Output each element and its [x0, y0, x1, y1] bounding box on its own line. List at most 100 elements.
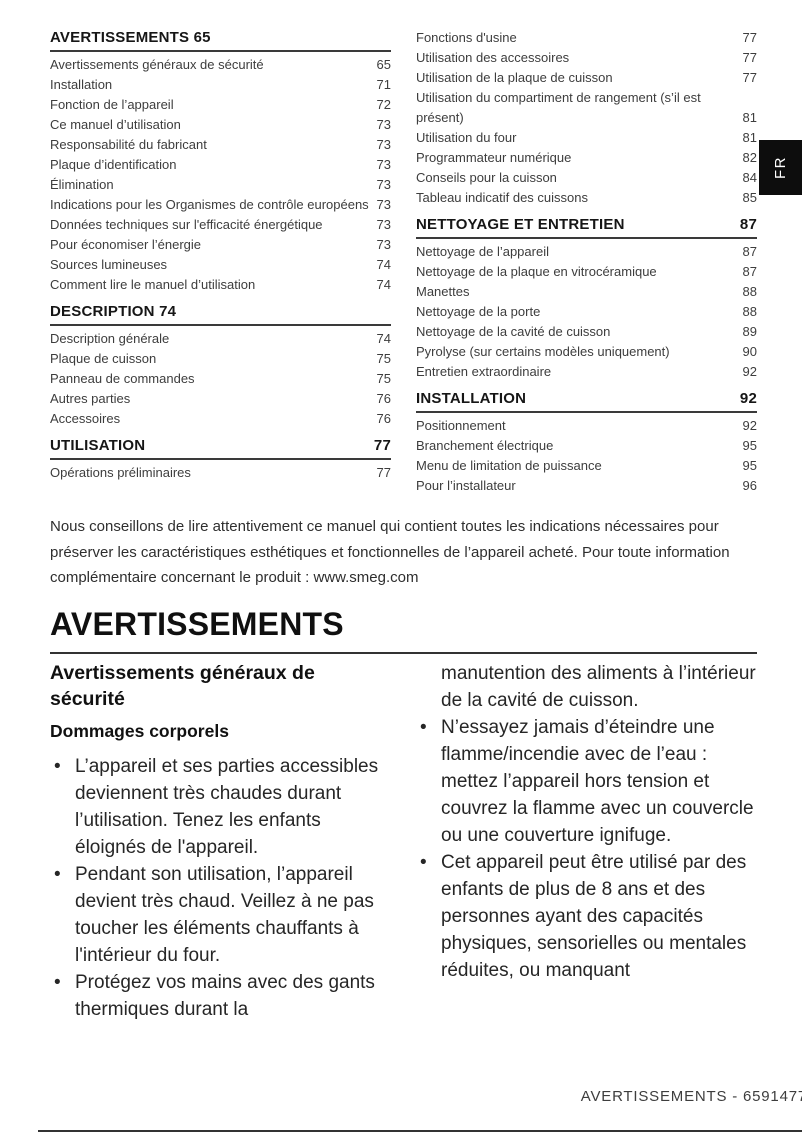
toc-entry: Utilisation de la plaque de cuisson 77	[416, 68, 757, 88]
toc-entry-page: 90	[742, 344, 757, 359]
toc-entry: Plaque de cuisson 75	[50, 349, 391, 369]
toc-entry: Données techniques sur l'efficacité éner…	[50, 215, 391, 235]
toc-entry-page: 73	[376, 217, 391, 232]
toc-entry-label: Utilisation du four	[416, 130, 517, 145]
toc-entry-page: 73	[376, 237, 391, 252]
toc-entry-label: Branchement électrique	[416, 438, 554, 453]
toc-entry-label: Conseils pour la cuisson	[416, 170, 557, 185]
toc-entry-page: 92	[742, 364, 757, 379]
toc-section: UTILISATION 77 Opérations préliminaires 77	[50, 436, 391, 483]
toc-entry-page: 85	[742, 190, 757, 205]
toc-entry: Opérations préliminaires 77	[50, 463, 391, 483]
toc-entry: Nettoyage de la cavité de cuisson 89	[416, 322, 757, 342]
warnings-body: Avertissements généraux de sécurité Domm…	[50, 660, 757, 1023]
toc-entry: Menu de limitation de puissance 95	[416, 456, 757, 476]
toc-entry-label: Manettes	[416, 284, 470, 299]
toc-entry-page: 89	[742, 324, 757, 339]
page-bottom-rule	[38, 1130, 802, 1132]
toc-entry-label: Avertissements généraux de sécurité	[50, 57, 264, 72]
toc-section-page: 87	[739, 216, 757, 233]
toc-entry: Avertissements généraux de sécurité 65	[50, 55, 391, 75]
toc-entry-label: Description générale	[50, 331, 170, 346]
toc-entry-label: Fonction de l’appareil	[50, 97, 174, 112]
toc-entry-label: Élimination	[50, 177, 114, 192]
bullet-item: N’essayez jamais d’éteindre une flamme/i…	[420, 714, 757, 849]
toc-entry-page: 76	[376, 391, 391, 406]
toc-entry: Positionnement 92	[416, 416, 757, 436]
toc-entry-page: 88	[742, 304, 757, 319]
toc-entry: Programmateur numérique 82	[416, 148, 757, 168]
page-footer: AVERTISSEMENTS - 6591477	[0, 1088, 802, 1116]
toc-entry: Plaque d’identification 73	[50, 155, 391, 175]
toc-entry-page: 77	[376, 465, 391, 480]
toc-section-page: 77	[373, 437, 391, 454]
toc-entry-page: 73	[376, 137, 391, 152]
table-of-contents: AVERTISSEMENTS 65 Avertissements généraux…	[50, 28, 757, 496]
toc-entry: Entretien extraordinaire 92	[416, 362, 757, 382]
toc-entry: Pour l’installateur 96	[416, 476, 757, 496]
toc-entry: Autres parties 76	[50, 389, 391, 409]
toc-entry-page: 77	[742, 50, 757, 65]
toc-entry-page: 73	[376, 117, 391, 132]
toc-entry-label: Utilisation des accessoires	[416, 50, 570, 65]
toc-entry-label: Nettoyage de la cavité de cuisson	[416, 324, 611, 339]
toc-entry-page: 77	[742, 70, 757, 85]
section-title: AVERTISSEMENTS	[50, 606, 757, 654]
footer-text: AVERTISSEMENTS - 6591477	[580, 1088, 802, 1105]
toc-entry: Pour économiser l’énergie 73	[50, 235, 391, 255]
toc-entry-page: 75	[376, 351, 391, 366]
toc-section: DESCRIPTION 74 Description générale 74 Plaq…	[50, 302, 391, 429]
toc-left-column: AVERTISSEMENTS 65 Avertissements généraux…	[50, 28, 391, 496]
subsection-heading: Avertissements généraux de sécurité	[50, 662, 315, 710]
toc-entry: Comment lire le manuel d’utilisation 74	[50, 275, 391, 295]
toc-entry-label: Pyrolyse (sur certains modèles uniquemen…	[416, 344, 670, 359]
toc-entry-page: 87	[742, 244, 757, 259]
toc-entry-label: Comment lire le manuel d’utilisation	[50, 277, 256, 292]
toc-entry-label: Sources lumineuses	[50, 257, 168, 272]
toc-entry-label: Fonctions d'usine	[416, 30, 517, 45]
toc-entry-label: Nettoyage de l’appareil	[416, 244, 549, 259]
toc-entry: Panneau de commandes 75	[50, 369, 391, 389]
bullet-list: L’appareil et ses parties accessibles de…	[50, 753, 391, 1023]
bullet-item: Protégez vos mains avec des gants thermi…	[54, 969, 391, 1023]
toc-entry-label: Indications pour les Organismes de contr…	[50, 197, 369, 212]
toc-section-title: UTILISATION	[50, 437, 146, 454]
toc-entry-page: 95	[742, 438, 757, 453]
toc-entry-page: 74	[376, 257, 391, 272]
toc-entry-page: 73	[376, 197, 391, 212]
toc-entry-label: Positionnement	[416, 418, 506, 433]
toc-entry: Branchement électrique 95	[416, 436, 757, 456]
toc-entry-page: 75	[376, 371, 391, 386]
toc-entry-page: 73	[376, 177, 391, 192]
toc-entry: Fonction de l’appareil 72	[50, 95, 391, 115]
toc-entry-page: 82	[742, 150, 757, 165]
toc-entry: Fonctions d'usine 77	[416, 28, 757, 48]
language-tab: FR	[759, 140, 802, 195]
toc-entry: Installation 71	[50, 75, 391, 95]
toc-entry-page: 77	[742, 30, 757, 45]
toc-section-header: AVERTISSEMENTS 65	[50, 28, 391, 52]
toc-entry-label: Tableau indicatif des cuissons	[416, 190, 588, 205]
toc-entry-label: Ce manuel d’utilisation	[50, 117, 181, 132]
toc-section-title: AVERTISSEMENTS 65	[50, 29, 211, 46]
toc-entry-label: Autres parties	[50, 391, 131, 406]
toc-entry: Indications pour les Organismes de contr…	[50, 195, 391, 215]
toc-entry-page: 84	[742, 170, 757, 185]
toc-entry-label: Panneau de commandes	[50, 371, 195, 386]
toc-entry: Utilisation du compartiment de rangement…	[416, 88, 757, 128]
toc-entry: Élimination 73	[50, 175, 391, 195]
toc-entry-label: Programmateur numérique	[416, 150, 572, 165]
toc-entry-page: 71	[376, 77, 391, 92]
toc-entry-label: Nettoyage de la porte	[416, 304, 541, 319]
intro-paragraph: Nous conseillons de lire attentivement c…	[50, 518, 730, 586]
toc-entry-label: Nettoyage de la plaque en vitrocéramique	[416, 264, 657, 279]
toc-section-header: INSTALLATION 92	[416, 389, 757, 413]
toc-section-header: NETTOYAGE ET ENTRETIEN 87	[416, 215, 757, 239]
bullet-item: Pendant son utilisation, l’appareil devi…	[54, 861, 391, 969]
toc-entry: Nettoyage de la plaque en vitrocéramique…	[416, 262, 757, 282]
toc-entry-label: Accessoires	[50, 411, 121, 426]
bullet-item: Cet appareil peut être utilisé par des e…	[420, 849, 757, 984]
toc-section: AVERTISSEMENTS 65 Avertissements généraux…	[50, 28, 391, 295]
toc-entry-label: Utilisation du compartiment de rangement…	[416, 90, 701, 125]
toc-entry-label: Menu de limitation de puissance	[416, 458, 602, 473]
